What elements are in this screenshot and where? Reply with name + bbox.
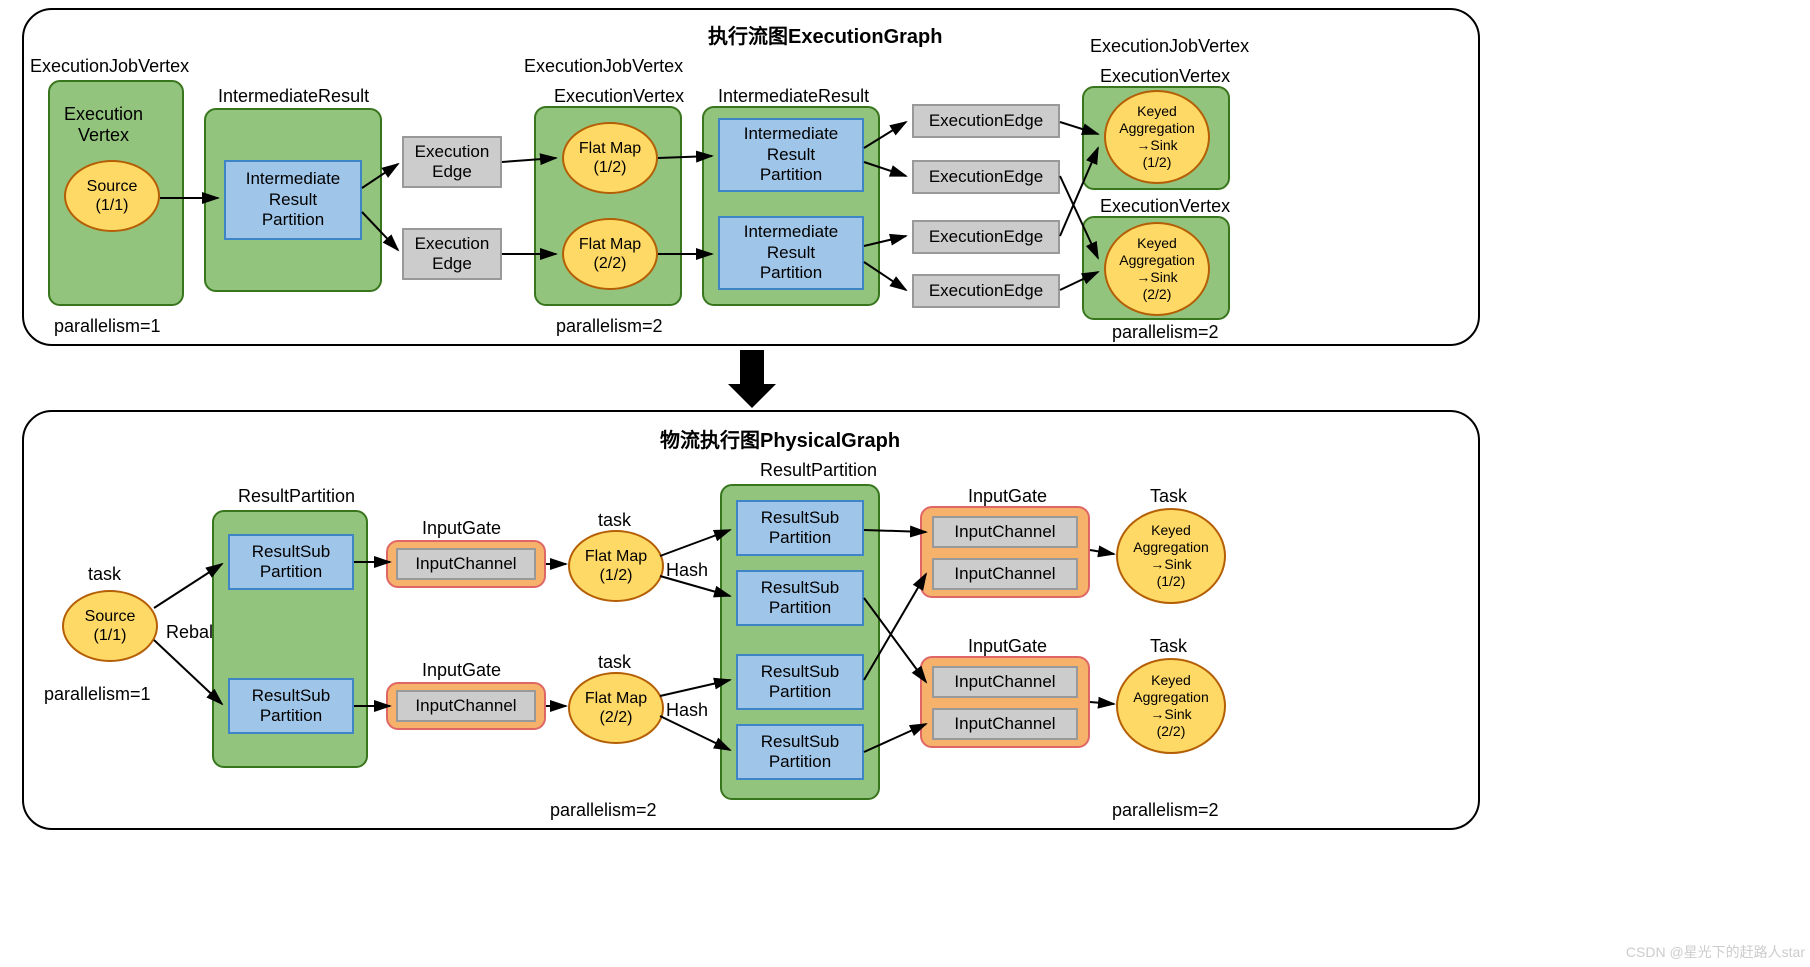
ic4: InputChannel	[932, 558, 1078, 590]
par3: parallelism=2	[1112, 322, 1219, 343]
ig3-label: InputGate	[968, 486, 1047, 507]
rsp4: ResultSub Partition	[736, 570, 864, 626]
par4: parallelism=1	[44, 684, 151, 705]
ic1: InputChannel	[396, 548, 536, 580]
ee4: ExecutionEdge	[912, 160, 1060, 194]
task5-label: Task	[1150, 636, 1187, 657]
fm2: Flat Map (2/2)	[562, 218, 658, 290]
ig1-label: InputGate	[422, 518, 501, 539]
ex-vertex-label: Execution Vertex	[64, 104, 143, 146]
task3-label: task	[598, 652, 631, 673]
panel1-title: 执行流图ExecutionGraph	[708, 20, 942, 49]
rsp3: ResultSub Partition	[736, 500, 864, 556]
hash1: Hash	[666, 560, 708, 581]
hash2: Hash	[666, 700, 708, 721]
rp2-label: ResultPartition	[760, 460, 877, 481]
ev3-label: ExecutionVertex	[1100, 196, 1230, 217]
ir2-label: IntermediateResult	[718, 86, 869, 107]
ic2: InputChannel	[396, 690, 536, 722]
ic5: InputChannel	[932, 666, 1078, 698]
par5: parallelism=2	[550, 800, 657, 821]
irp2: Intermediate Result Partition	[718, 118, 864, 192]
irp3: Intermediate Result Partition	[718, 216, 864, 290]
par6: parallelism=2	[1112, 800, 1219, 821]
task1-label: task	[88, 564, 121, 585]
rsp5: ResultSub Partition	[736, 654, 864, 710]
ir1-label: IntermediateResult	[218, 86, 369, 107]
source1: Source (1/1)	[64, 160, 160, 232]
ka2: Keyed Aggregation →Sink (2/2)	[1104, 222, 1210, 316]
task4-label: Task	[1150, 486, 1187, 507]
ig2-label: InputGate	[422, 660, 501, 681]
rsp6: ResultSub Partition	[736, 724, 864, 780]
source2: Source (1/1)	[62, 590, 158, 662]
big-arrow	[0, 348, 1500, 418]
ejv3-label: ExecutionJobVertex	[1090, 36, 1249, 57]
irp1: Intermediate Result Partition	[224, 160, 362, 240]
ee2: Execution Edge	[402, 228, 502, 280]
rp1-label: ResultPartition	[238, 486, 355, 507]
ic6: InputChannel	[932, 708, 1078, 740]
rsp1: ResultSub Partition	[228, 534, 354, 590]
par1: parallelism=1	[54, 316, 161, 337]
rsp2: ResultSub Partition	[228, 678, 354, 734]
ee6: ExecutionEdge	[912, 274, 1060, 308]
par2: parallelism=2	[556, 316, 663, 337]
watermark: CSDN @星光下的赶路人star	[1626, 942, 1805, 962]
fm4: Flat Map (2/2)	[568, 672, 664, 744]
ejv2-label: ExecutionJobVertex	[524, 56, 683, 77]
ic3: InputChannel	[932, 516, 1078, 548]
ev1-label: ExecutionVertex	[554, 86, 684, 107]
panel2-title: 物流执行图PhysicalGraph	[660, 424, 900, 453]
fm1: Flat Map (1/2)	[562, 122, 658, 194]
ee5: ExecutionEdge	[912, 220, 1060, 254]
ka3: Keyed Aggregation →Sink (1/2)	[1116, 508, 1226, 604]
ka4: Keyed Aggregation →Sink (2/2)	[1116, 658, 1226, 754]
ejv1-label: ExecutionJobVertex	[30, 56, 189, 77]
task2-label: task	[598, 510, 631, 531]
ee3: ExecutionEdge	[912, 104, 1060, 138]
fm3: Flat Map (1/2)	[568, 530, 664, 602]
ig4-label: InputGate	[968, 636, 1047, 657]
ev2-label: ExecutionVertex	[1100, 66, 1230, 87]
ka1: Keyed Aggregation →Sink (1/2)	[1104, 90, 1210, 184]
ee1: Execution Edge	[402, 136, 502, 188]
